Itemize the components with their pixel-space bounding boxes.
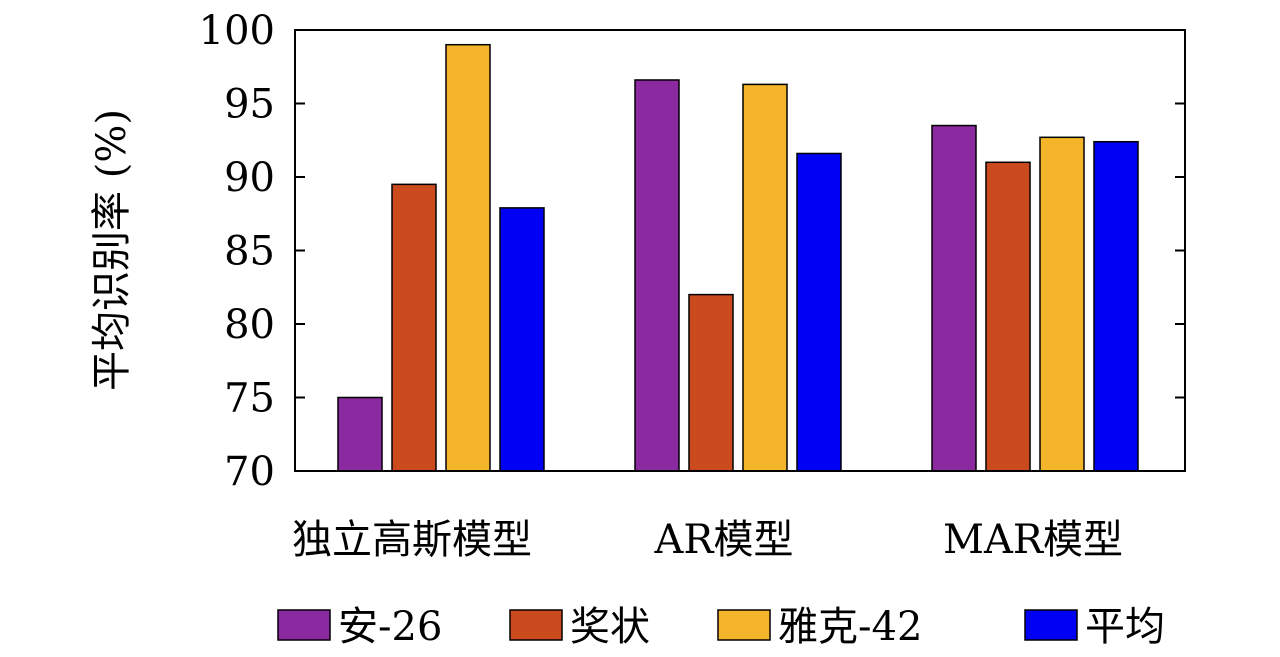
bar-3-3 <box>1039 136 1085 472</box>
y-tick-label: 100 <box>199 8 275 54</box>
y-axis-label: 平均识别率 (%) <box>89 109 135 391</box>
bar-1-2 <box>634 79 680 472</box>
bar-4-1 <box>499 207 545 472</box>
x-category-label: 独立高斯模型 <box>292 517 532 563</box>
legend-label: 安-26 <box>338 604 442 650</box>
y-tick-label: 90 <box>224 155 275 201</box>
y-tick-label: 80 <box>224 302 275 348</box>
bar-2-1 <box>391 183 437 472</box>
bar-1-1 <box>337 396 383 472</box>
bar-2-2 <box>688 293 734 472</box>
x-category-label: AR模型 <box>653 517 793 563</box>
legend-swatch <box>1024 609 1078 641</box>
y-tick-label: 85 <box>224 229 275 275</box>
legend-swatch <box>717 609 771 641</box>
legend-label: 平均 <box>1085 604 1165 650</box>
legend-label: 雅克-42 <box>778 604 922 650</box>
bar-3-1 <box>445 43 491 472</box>
legend-swatch <box>509 609 563 641</box>
bar-3-2 <box>742 83 788 472</box>
bars-group <box>337 43 1139 472</box>
category-labels-group: 独立高斯模型 AR模型 MAR模型 <box>292 517 1123 563</box>
bar-4-3 <box>1093 140 1139 472</box>
legend-label: 奖状 <box>570 604 650 650</box>
bar-4-2 <box>796 152 842 472</box>
y-tick-label: 95 <box>224 82 275 128</box>
legend-swatch <box>277 609 331 641</box>
y-tick-label: 75 <box>224 376 275 422</box>
bar-1-3 <box>931 124 977 472</box>
bar-2-3 <box>985 161 1031 472</box>
legend: 安-26 奖状 雅克-42 平均 <box>277 604 1165 650</box>
x-category-label: MAR模型 <box>943 517 1123 563</box>
y-tick-label: 70 <box>224 449 275 495</box>
y-ticks-group: 70 75 80 85 90 95 100 <box>199 8 1185 495</box>
